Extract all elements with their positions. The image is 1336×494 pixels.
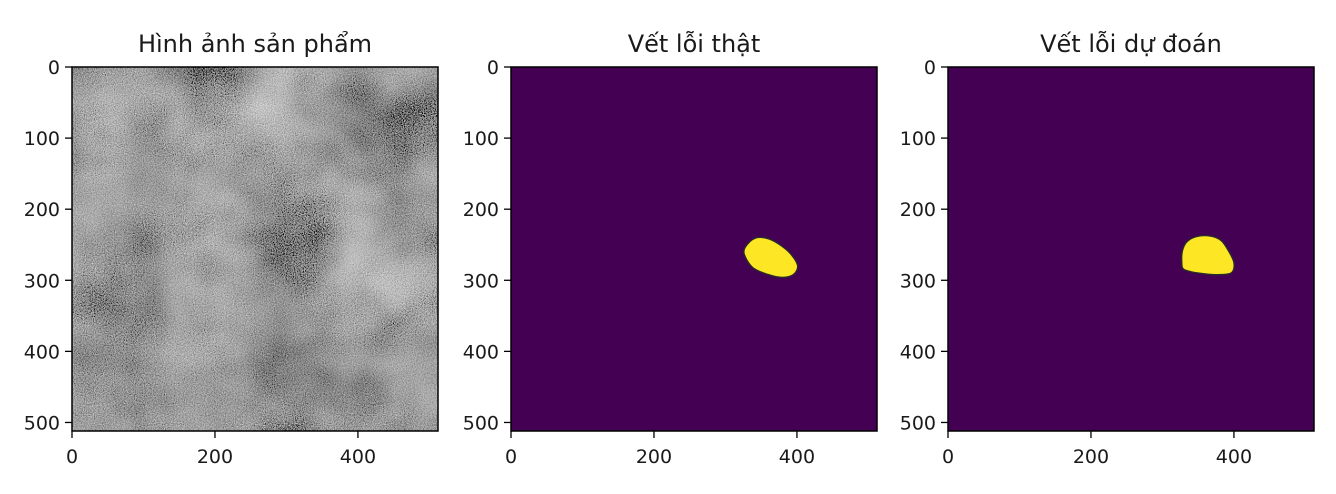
y-tick-label: 100 bbox=[24, 128, 60, 150]
x-tick-label: 400 bbox=[340, 446, 376, 468]
y-tick-label: 400 bbox=[900, 341, 936, 363]
y-tick-label: 300 bbox=[24, 270, 60, 292]
y-tick-label: 200 bbox=[24, 199, 60, 221]
y-tick-label: 100 bbox=[463, 128, 499, 150]
subplot-2: Vết lỗi thật 0 200 400 0 100 200 300 400 500 bbox=[463, 29, 878, 468]
y-tick-label: 500 bbox=[463, 412, 499, 434]
mask-background bbox=[511, 67, 877, 431]
axes-frame bbox=[510, 66, 878, 432]
noise-texture bbox=[72, 67, 438, 431]
defect-region bbox=[1180, 234, 1235, 276]
x-tick-label: 200 bbox=[636, 446, 672, 468]
y-tick-label: 0 bbox=[487, 57, 499, 79]
subplot-title: Hình ảnh sản phẩm bbox=[138, 30, 372, 58]
subplot-title: Vết lỗi thật bbox=[628, 29, 761, 58]
x-tick-label: 200 bbox=[1073, 446, 1109, 468]
mask-background bbox=[948, 67, 1314, 431]
y-tick-label: 200 bbox=[900, 199, 936, 221]
subplot-3: Vết lỗi dự đoán 0 200 400 0 100 200 300 400 500 bbox=[900, 29, 1315, 468]
defect-region bbox=[743, 236, 799, 279]
y-tick-label: 300 bbox=[463, 270, 499, 292]
y-tick-label: 100 bbox=[900, 128, 936, 150]
x-tick-label: 0 bbox=[505, 446, 517, 468]
axes-frame bbox=[947, 66, 1315, 432]
x-tick-label: 0 bbox=[942, 446, 954, 468]
y-tick-label: 300 bbox=[900, 270, 936, 292]
subplot-title: Vết lỗi dự đoán bbox=[1040, 29, 1222, 58]
y-tick-label: 0 bbox=[924, 57, 936, 79]
x-tick-label: 200 bbox=[197, 446, 233, 468]
x-tick-label: 400 bbox=[1216, 446, 1252, 468]
x-tick-label: 400 bbox=[779, 446, 815, 468]
y-tick-label: 500 bbox=[24, 412, 60, 434]
x-tick-label: 0 bbox=[66, 446, 78, 468]
axes-frame bbox=[71, 66, 439, 432]
subplot-1: Hình ảnh sản phẩm 0 200 400 0 100 200 300 400 500 bbox=[24, 30, 439, 468]
y-tick-label: 0 bbox=[48, 57, 60, 79]
y-tick-label: 500 bbox=[900, 412, 936, 434]
y-tick-label: 200 bbox=[463, 199, 499, 221]
y-tick-label: 400 bbox=[463, 341, 499, 363]
y-tick-label: 400 bbox=[24, 341, 60, 363]
